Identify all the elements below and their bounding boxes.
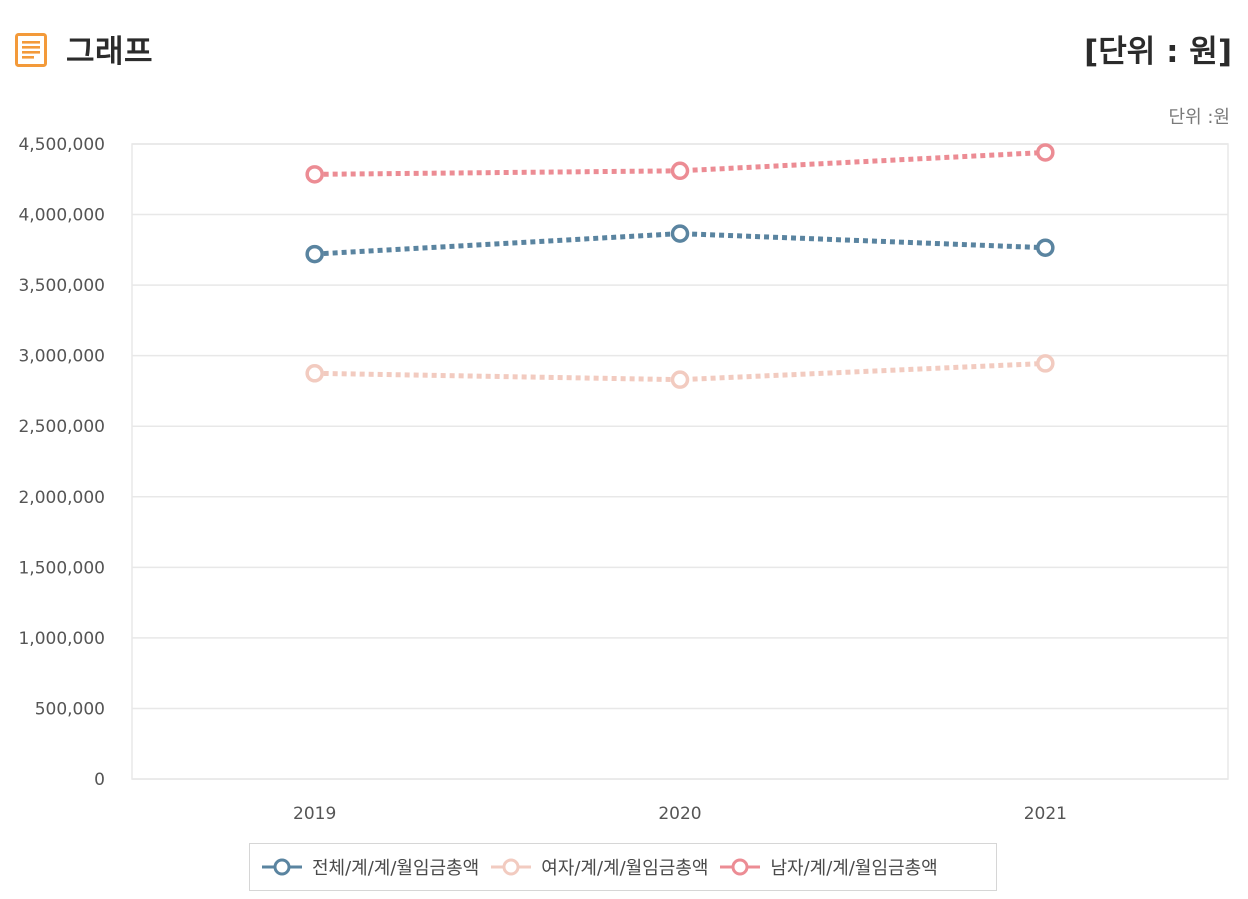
x-tick-label: 2019	[293, 804, 336, 824]
chart-legend: 전체/계/계/월임금총액 여자/계/계/월임금총액 남자/계/계/월임금총액	[249, 843, 997, 891]
legend-marker-icon	[262, 858, 302, 876]
header: 그래프 [단위 : 원]	[0, 0, 1248, 80]
data-point[interactable]	[670, 161, 690, 181]
data-point[interactable]	[1036, 354, 1055, 373]
x-tick-label: 2021	[1024, 804, 1067, 824]
y-tick-label: 3,000,000	[18, 347, 105, 367]
series-2	[305, 354, 1055, 389]
legend-marker-icon	[491, 858, 532, 876]
page-title: 그래프	[66, 34, 154, 70]
y-axis-ticks: 0 500,000 1,000,000 1,500,000 2,000,000 2,500…	[18, 135, 105, 790]
data-point[interactable]	[670, 224, 690, 243]
series-3	[305, 143, 1055, 184]
series-1	[305, 224, 1055, 264]
series-line	[314, 360, 1046, 383]
x-axis-ticks: 2019 2020 2021	[293, 804, 1067, 824]
data-point[interactable]	[1036, 143, 1055, 162]
data-point[interactable]	[1036, 238, 1055, 257]
grid-layer	[131, 143, 1229, 780]
legend-item[interactable]: 전체/계/계/월임금총액	[260, 854, 479, 880]
unit-label: [단위 : 원]	[1084, 34, 1232, 70]
line-chart: 0 500,000 1,000,000 1,500,000 2,000,000 2,500…	[18, 135, 1229, 824]
y-tick-label: 2,500,000	[18, 417, 105, 437]
legend-item[interactable]: 여자/계/계/월임금총액	[489, 854, 708, 880]
document-list-icon	[15, 33, 47, 67]
series-layer	[305, 143, 1055, 389]
data-point[interactable]	[305, 244, 324, 264]
legend-item[interactable]: 남자/계/계/월임금총액	[718, 854, 938, 880]
y-tick-label: 4,000,000	[18, 206, 105, 226]
x-tick-label: 2020	[658, 804, 701, 824]
y-tick-label: 500,000	[35, 699, 105, 719]
y-tick-label: 1,000,000	[18, 629, 105, 649]
y-tick-label: 0	[94, 770, 105, 790]
data-point[interactable]	[305, 165, 324, 184]
legend-label: 남자/계/계/월임금총액	[770, 858, 938, 879]
legend-label: 여자/계/계/월임금총액	[541, 858, 709, 879]
y-tick-label: 2,000,000	[18, 488, 105, 508]
legend-marker-icon	[720, 858, 761, 876]
data-point[interactable]	[670, 370, 690, 389]
chart-unit-label: 단위 :원	[1168, 107, 1230, 128]
legend-label: 전체/계/계/월임금총액	[312, 858, 480, 879]
series-line	[314, 231, 1046, 257]
series-line	[314, 149, 1046, 177]
y-tick-label: 1,500,000	[18, 558, 105, 578]
data-point[interactable]	[305, 364, 324, 383]
y-tick-label: 3,500,000	[18, 276, 105, 296]
y-tick-label: 4,500,000	[18, 135, 105, 155]
